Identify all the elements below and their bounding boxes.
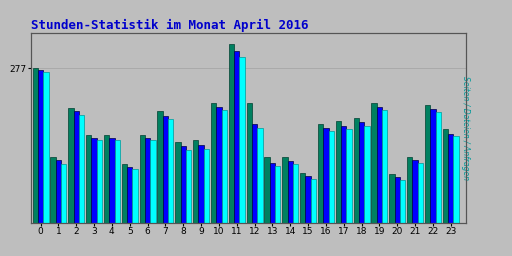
Bar bbox=[443, 129, 448, 223]
Bar bbox=[222, 110, 227, 223]
Bar bbox=[247, 103, 252, 223]
Bar bbox=[211, 103, 216, 223]
Bar bbox=[204, 149, 209, 223]
Bar bbox=[329, 131, 334, 223]
Bar bbox=[145, 138, 150, 223]
Bar bbox=[91, 138, 97, 223]
Y-axis label: Seiten / Dateien / Anfragen: Seiten / Dateien / Anfragen bbox=[461, 76, 470, 180]
Bar bbox=[50, 157, 56, 223]
Bar bbox=[97, 140, 102, 223]
Bar bbox=[79, 115, 84, 223]
Bar bbox=[407, 157, 412, 223]
Bar bbox=[74, 111, 79, 223]
Bar bbox=[364, 126, 370, 223]
Bar bbox=[395, 177, 400, 223]
Bar bbox=[150, 140, 156, 223]
Bar bbox=[341, 126, 347, 223]
Bar bbox=[454, 136, 459, 223]
Bar bbox=[43, 72, 49, 223]
Bar bbox=[347, 129, 352, 223]
Bar bbox=[275, 166, 281, 223]
Bar bbox=[305, 176, 311, 223]
Bar bbox=[264, 157, 270, 223]
Bar bbox=[56, 160, 61, 223]
Bar bbox=[425, 105, 430, 223]
Bar bbox=[252, 124, 257, 223]
Bar bbox=[32, 68, 38, 223]
Bar bbox=[448, 134, 454, 223]
Bar bbox=[157, 111, 163, 223]
Bar bbox=[109, 138, 115, 223]
Bar bbox=[186, 150, 191, 223]
Bar bbox=[139, 135, 145, 223]
Bar bbox=[68, 109, 74, 223]
Bar bbox=[104, 135, 109, 223]
Bar bbox=[382, 110, 388, 223]
Bar bbox=[181, 146, 186, 223]
Bar bbox=[193, 140, 198, 223]
Bar bbox=[240, 57, 245, 223]
Bar bbox=[282, 157, 288, 223]
Bar bbox=[377, 107, 382, 223]
Bar bbox=[293, 164, 298, 223]
Text: Stunden-Statistik im Monat April 2016: Stunden-Statistik im Monat April 2016 bbox=[31, 19, 308, 32]
Bar bbox=[234, 51, 240, 223]
Bar bbox=[61, 164, 67, 223]
Bar bbox=[133, 169, 138, 223]
Bar bbox=[436, 112, 441, 223]
Bar bbox=[418, 163, 423, 223]
Bar bbox=[412, 160, 418, 223]
Bar bbox=[168, 119, 174, 223]
Bar bbox=[400, 180, 406, 223]
Bar bbox=[389, 174, 395, 223]
Bar bbox=[163, 116, 168, 223]
Bar bbox=[229, 45, 234, 223]
Bar bbox=[38, 70, 43, 223]
Bar bbox=[115, 140, 120, 223]
Bar bbox=[257, 128, 263, 223]
Bar bbox=[430, 109, 436, 223]
Bar bbox=[311, 179, 316, 223]
Bar bbox=[198, 145, 204, 223]
Bar bbox=[354, 118, 359, 223]
Bar bbox=[122, 164, 127, 223]
Bar bbox=[175, 142, 181, 223]
Bar bbox=[323, 128, 329, 223]
Bar bbox=[336, 121, 341, 223]
Bar bbox=[318, 124, 323, 223]
Bar bbox=[216, 107, 222, 223]
Bar bbox=[300, 173, 305, 223]
Bar bbox=[371, 103, 377, 223]
Bar bbox=[270, 163, 275, 223]
Bar bbox=[288, 162, 293, 223]
Bar bbox=[127, 167, 133, 223]
Bar bbox=[359, 122, 364, 223]
Bar bbox=[86, 135, 91, 223]
